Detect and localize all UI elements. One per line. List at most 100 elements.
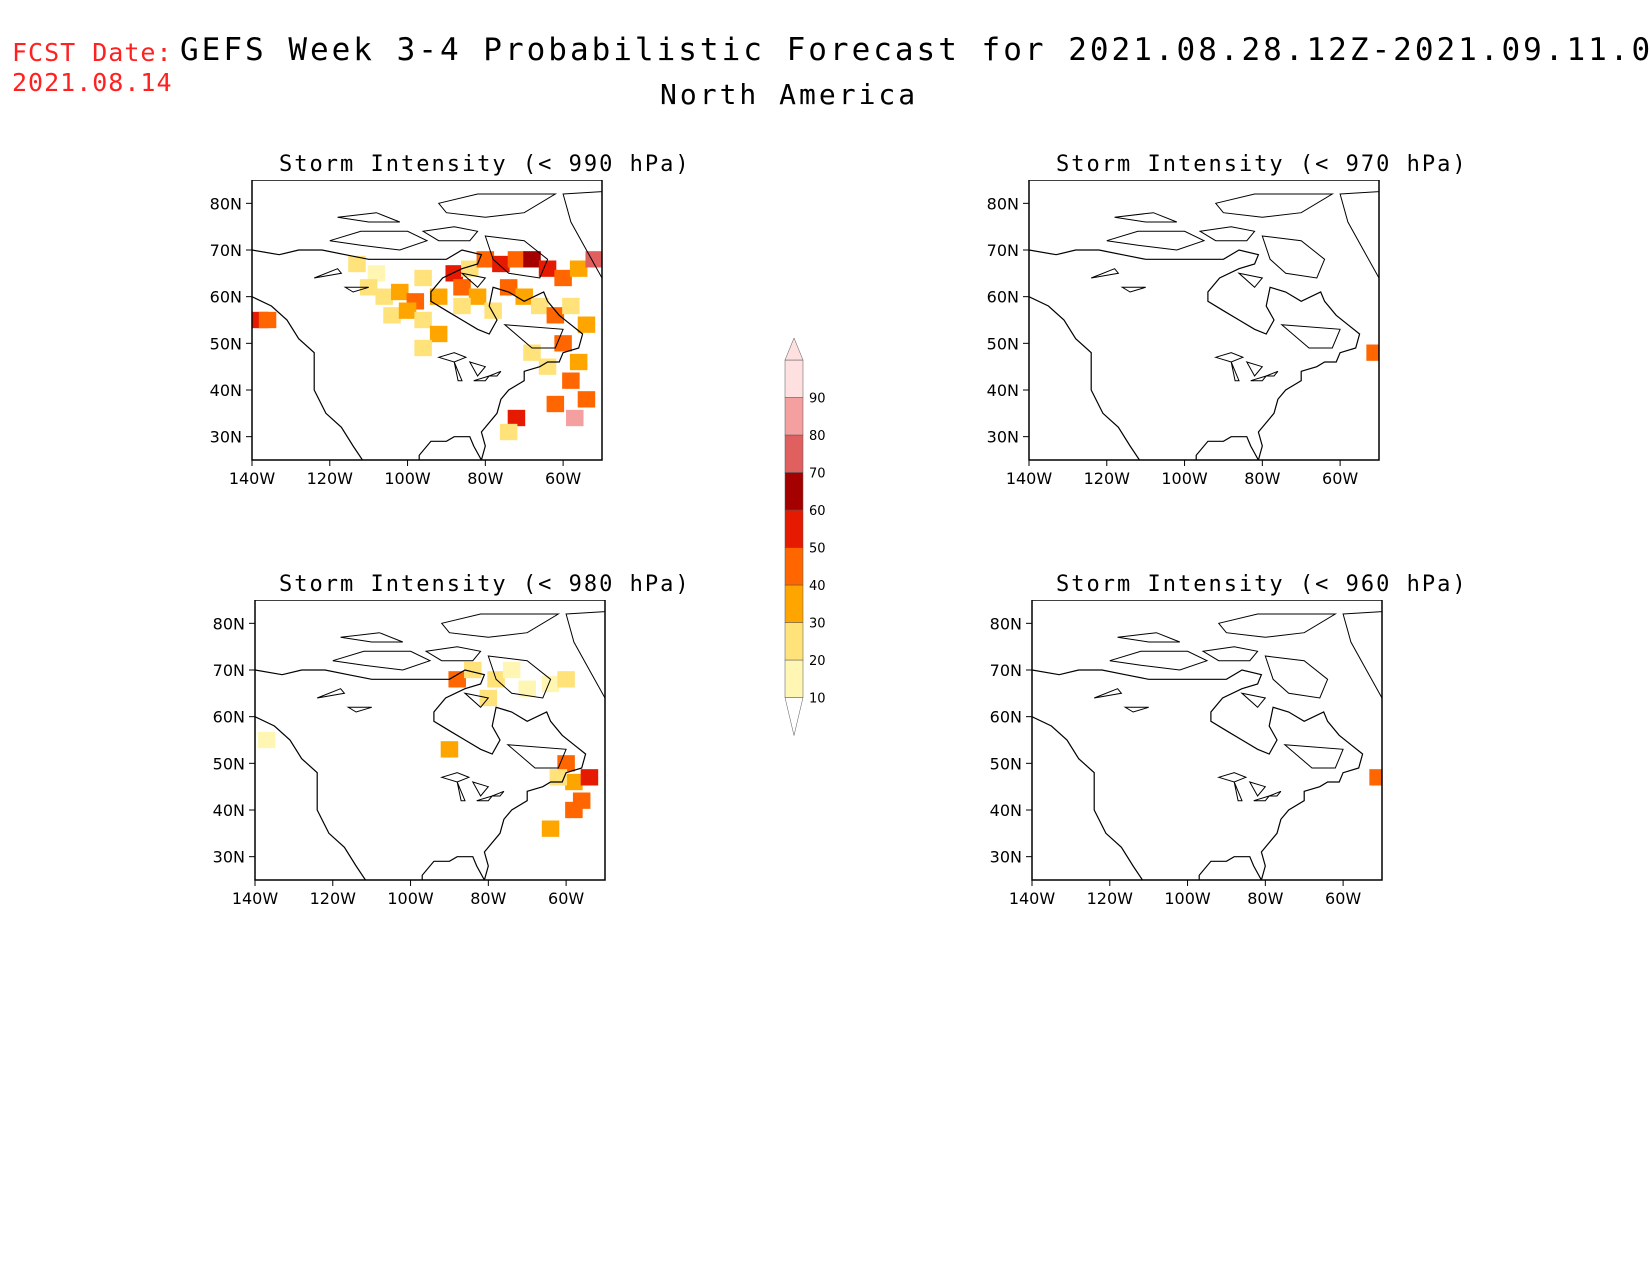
lat-tick-label: 50N: [210, 334, 242, 353]
lat-tick-label: 70N: [210, 241, 242, 260]
region-subtitle: North America: [660, 78, 919, 111]
landmass-outline: [1250, 375, 1268, 382]
lon-tick-label: 120W: [310, 889, 357, 908]
map-frame: [251, 180, 603, 461]
lat-tick-label: 70N: [213, 661, 245, 680]
probability-cell: [453, 279, 471, 296]
colorbar-top-arrow: [784, 337, 804, 361]
lat-tick-label: 70N: [990, 661, 1022, 680]
landmass-outline: [1198, 226, 1256, 242]
probability-cell: [429, 288, 448, 305]
landmass-outline: [1109, 650, 1209, 671]
lon-tick-label: 100W: [384, 469, 431, 488]
lon-tick-label: 140W: [1006, 469, 1053, 488]
panel-title-990: Storm Intensity (< 990 hPa): [279, 152, 691, 177]
lat-tick-label: 50N: [213, 754, 245, 773]
landmass-outline: [506, 744, 567, 769]
landmass-outline: [1230, 361, 1240, 382]
landmass-outline: [565, 611, 605, 699]
probability-cell: [518, 680, 536, 697]
landmass-outline: [503, 324, 564, 349]
landmass-outline: [332, 650, 432, 671]
lon-tick-label: 80W: [467, 469, 503, 488]
probability-cell: [484, 302, 502, 319]
lon-tick-label: 60W: [545, 469, 581, 488]
colorbar-label: 30: [809, 617, 826, 632]
lat-tick-label: 80N: [213, 614, 245, 633]
lon-tick-label: 100W: [1161, 469, 1208, 488]
probability-cell: [565, 773, 583, 791]
colorbar-label: 70: [809, 467, 826, 482]
page-title: GEFS Week 3-4 Probabilistic Forecast for…: [180, 32, 1650, 68]
lat-tick-label: 70N: [987, 241, 1019, 260]
landmass-outline: [484, 235, 549, 279]
landmass-outline: [421, 226, 479, 242]
forecast-date-label: FCST Date:: [12, 38, 173, 67]
probability-cell: [367, 265, 386, 282]
lat-tick-label: 80N: [987, 194, 1019, 213]
landmass-outline: [1342, 611, 1382, 699]
lon-tick-label: 120W: [1084, 469, 1131, 488]
landmass-outline: [460, 272, 487, 289]
colorbar-label: 10: [809, 692, 826, 707]
lat-tick-label: 50N: [990, 754, 1022, 773]
probability-cell: [566, 409, 584, 427]
map-panel-960: 80N 70N 60N 50N 40N 30N 140W 120W 100W 80W 60W: [990, 600, 1383, 908]
landmass-outline: [1201, 646, 1259, 662]
probability-cell: [414, 269, 432, 287]
lon-tick-label: 80W: [1244, 469, 1280, 488]
probability-cell: [531, 297, 549, 315]
probability-cell: [440, 741, 459, 758]
coastline: [1032, 669, 1364, 880]
probability-cell: [569, 260, 588, 277]
probability-cell: [554, 269, 572, 287]
landmass-outline: [1253, 795, 1271, 802]
colorbar-legend: 10 20 30 40 50 60 70 80 90: [784, 337, 826, 736]
probability-cell: [541, 820, 560, 837]
map-panel-980: 80N 70N 60N 50N 40N 30N 140W 120W 100W 80W 60W: [213, 600, 606, 908]
probability-cell: [453, 297, 471, 315]
landmass-outline: [487, 655, 552, 699]
lat-tick-label: 60N: [213, 708, 245, 727]
landmass-outline: [562, 191, 602, 279]
landmass-outline: [1266, 370, 1279, 377]
landmass-outline: [468, 361, 487, 377]
forecast-date-value: 2021.08.14: [12, 68, 173, 97]
colorbar-swatch: [784, 434, 804, 473]
lat-tick-label: 30N: [213, 848, 245, 867]
probability-cell: [1369, 769, 1382, 786]
landmass-outline: [1106, 230, 1206, 251]
probability-cell: [507, 409, 526, 427]
probability-cell: [414, 339, 432, 357]
lon-tick-label: 120W: [1087, 889, 1134, 908]
landmass-outline: [492, 790, 505, 797]
probability-cell: [523, 344, 541, 361]
lat-tick-label: 30N: [990, 848, 1022, 867]
colorbar-swatch: [784, 622, 804, 661]
lon-tick-label: 60W: [1325, 889, 1361, 908]
colorbar-swatch: [784, 547, 804, 586]
landmass-outline: [1339, 191, 1379, 279]
lat-tick-label: 30N: [210, 428, 242, 447]
lat-tick-label: 40N: [990, 801, 1022, 820]
lat-tick-label: 80N: [210, 194, 242, 213]
lat-tick-label: 60N: [987, 288, 1019, 307]
landmass-outline: [1117, 632, 1180, 643]
lat-tick-label: 40N: [213, 801, 245, 820]
landmass-outline: [1237, 272, 1264, 289]
probability-cell: [499, 423, 518, 441]
map-frame: [1031, 600, 1383, 881]
landmass-outline: [424, 646, 482, 662]
probability-cell: [502, 661, 521, 679]
probability-cell: [468, 288, 487, 305]
landmass-outline: [471, 781, 490, 797]
colorbar-bottom-arrow: [784, 697, 804, 736]
landmass-outline: [1120, 286, 1146, 293]
landmass-outline: [1213, 352, 1245, 363]
coastline: [1029, 249, 1361, 460]
probability-cell: [375, 288, 393, 305]
landmass-outline: [1216, 772, 1248, 783]
landmass-outline: [476, 795, 494, 802]
probability-cell: [391, 283, 409, 301]
probability-cell: [562, 297, 580, 315]
